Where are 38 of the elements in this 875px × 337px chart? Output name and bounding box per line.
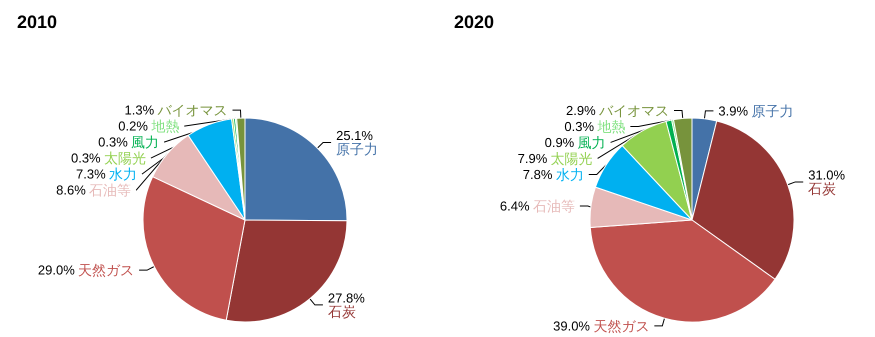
slice-label: 石炭 [808,180,836,196]
chart-title: 2010 [17,12,58,32]
slice-label: 地熱 [150,118,180,134]
slice-label: 水力 [556,166,584,182]
slice-label: 風力 [131,134,160,150]
data-label: 0.2% [118,118,148,134]
data-label: 7.9% [518,150,548,166]
data-label: 7.8% [522,166,553,182]
slice-label: 石油等 [89,182,132,198]
slice-label: 石炭 [328,303,356,320]
data-label: 0.3% [98,134,128,150]
slice-label: 石油等 [532,198,575,214]
data-label: 3.9% [718,103,748,118]
data-label: 31.0% [808,167,846,182]
slice-label: 風力 [578,134,606,150]
slice-label: 原子力 [336,141,378,158]
slice-label: 天然ガス [593,318,650,334]
data-label: 29.0% [38,262,76,278]
data-label: 1.3% [124,102,155,118]
slice-label: 天然ガス [78,262,134,278]
slice-label: 地熱 [596,118,626,134]
data-label: 27.8% [328,290,366,306]
data-label: 0.3% [70,150,102,166]
data-label: 39.0% [553,318,590,334]
data-label: 0.9% [544,134,575,150]
slice-label: 水力 [108,166,137,182]
chart-title: 2020 [454,12,494,32]
data-label: 8.6% [56,182,86,198]
data-label: 0.3% [564,118,594,134]
slice-label: 太陽光 [550,150,593,166]
data-label: 25.1% [336,128,374,144]
slice-label: 太陽光 [104,150,146,166]
slice-label: 原子力 [751,102,794,119]
slice-label: バイオマス [156,102,228,118]
data-label: 6.4% [500,198,530,214]
data-label: 7.3% [76,166,106,182]
data-label: 2.9% [566,102,596,118]
slice-label: バイオマス [598,102,669,118]
